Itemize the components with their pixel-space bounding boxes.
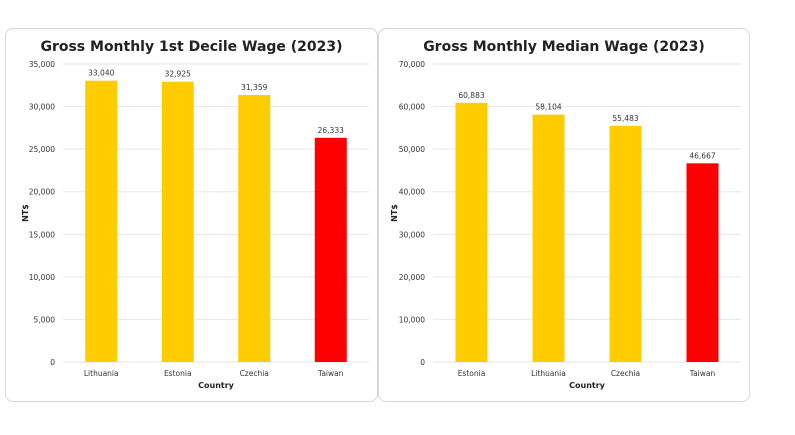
- x-tick-label: Estonia: [458, 369, 486, 378]
- chart-title: Gross Monthly Median Wage (2023): [423, 39, 705, 55]
- x-axis-label: Country: [569, 381, 606, 390]
- chart-svg: Gross Monthly 1st Decile Wage (2023) 0 5,0…: [21, 39, 369, 390]
- y-tick-label: 15,000: [29, 230, 55, 239]
- data-label: 26,333: [318, 126, 344, 135]
- y-tick-label: 20,000: [29, 188, 55, 197]
- y-tick-label: 40,000: [399, 188, 425, 197]
- bar-czechia: [609, 125, 642, 363]
- data-label: 58,104: [535, 103, 561, 112]
- y-tick-label: 20,000: [399, 273, 425, 282]
- data-label: 55,483: [612, 114, 638, 123]
- y-tick-label: 70,000: [399, 60, 425, 69]
- y-axis-label: NT$: [390, 204, 399, 222]
- y-tick-label: 0: [420, 358, 425, 367]
- x-tick-label: Lithuania: [531, 369, 566, 378]
- x-tick-label: Czechia: [611, 369, 640, 378]
- x-tick-label: Taiwan: [317, 369, 344, 378]
- x-tick-label: Estonia: [164, 369, 192, 378]
- bar-estonia: [455, 102, 488, 362]
- data-label: 46,667: [689, 151, 715, 160]
- bar-estonia: [161, 81, 194, 362]
- bar-czechia: [238, 95, 271, 362]
- chart-title: Gross Monthly 1st Decile Wage (2023): [40, 39, 342, 55]
- y-tick-label: 50,000: [399, 145, 425, 154]
- y-tick-label: 30,000: [399, 230, 425, 239]
- y-tick-label: 10,000: [399, 315, 425, 324]
- x-tick-label: Czechia: [240, 369, 269, 378]
- y-tick-label: 60,000: [399, 103, 425, 112]
- x-tick-label: Lithuania: [84, 369, 119, 378]
- bar-lithuania: [532, 114, 565, 362]
- y-tick-label: 5,000: [34, 315, 56, 324]
- data-label: 33,040: [88, 69, 114, 78]
- data-label: 31,359: [241, 83, 267, 92]
- chart-card-median: Gross Monthly Median Wage (2023) 0 10,000 2…: [378, 28, 750, 402]
- y-tick-label: 25,000: [29, 145, 55, 154]
- chart-card-1st-decile: Gross Monthly 1st Decile Wage (2023) 0 5,0…: [5, 28, 378, 402]
- bar-lithuania: [85, 80, 118, 363]
- x-tick-label: Taiwan: [689, 369, 716, 378]
- bar-taiwan: [686, 163, 719, 362]
- y-tick-label: 10,000: [29, 273, 55, 282]
- data-label: 60,883: [458, 91, 484, 100]
- y-axis-label: NT$: [21, 204, 30, 222]
- data-label: 32,925: [165, 70, 191, 79]
- y-tick-label: 0: [50, 358, 55, 367]
- y-tick-label: 35,000: [29, 60, 55, 69]
- bar-taiwan: [314, 137, 347, 362]
- chart-svg: Gross Monthly Median Wage (2023) 0 10,000 2…: [390, 39, 741, 390]
- y-tick-label: 30,000: [29, 103, 55, 112]
- x-axis-label: Country: [198, 381, 235, 390]
